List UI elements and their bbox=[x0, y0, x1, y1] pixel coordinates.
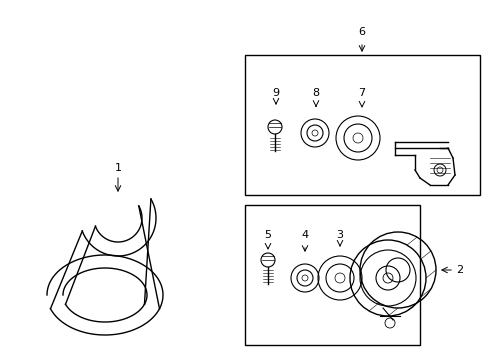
Text: 3: 3 bbox=[336, 230, 343, 240]
Bar bbox=[244, 205, 419, 345]
Text: 5: 5 bbox=[264, 230, 271, 240]
Text: 6: 6 bbox=[358, 27, 365, 37]
Text: 2: 2 bbox=[455, 265, 463, 275]
Text: 4: 4 bbox=[301, 230, 308, 240]
Text: 8: 8 bbox=[312, 88, 319, 98]
Text: 1: 1 bbox=[114, 163, 121, 173]
Bar bbox=[244, 55, 479, 195]
Text: 7: 7 bbox=[358, 88, 365, 98]
Text: 9: 9 bbox=[272, 88, 279, 98]
